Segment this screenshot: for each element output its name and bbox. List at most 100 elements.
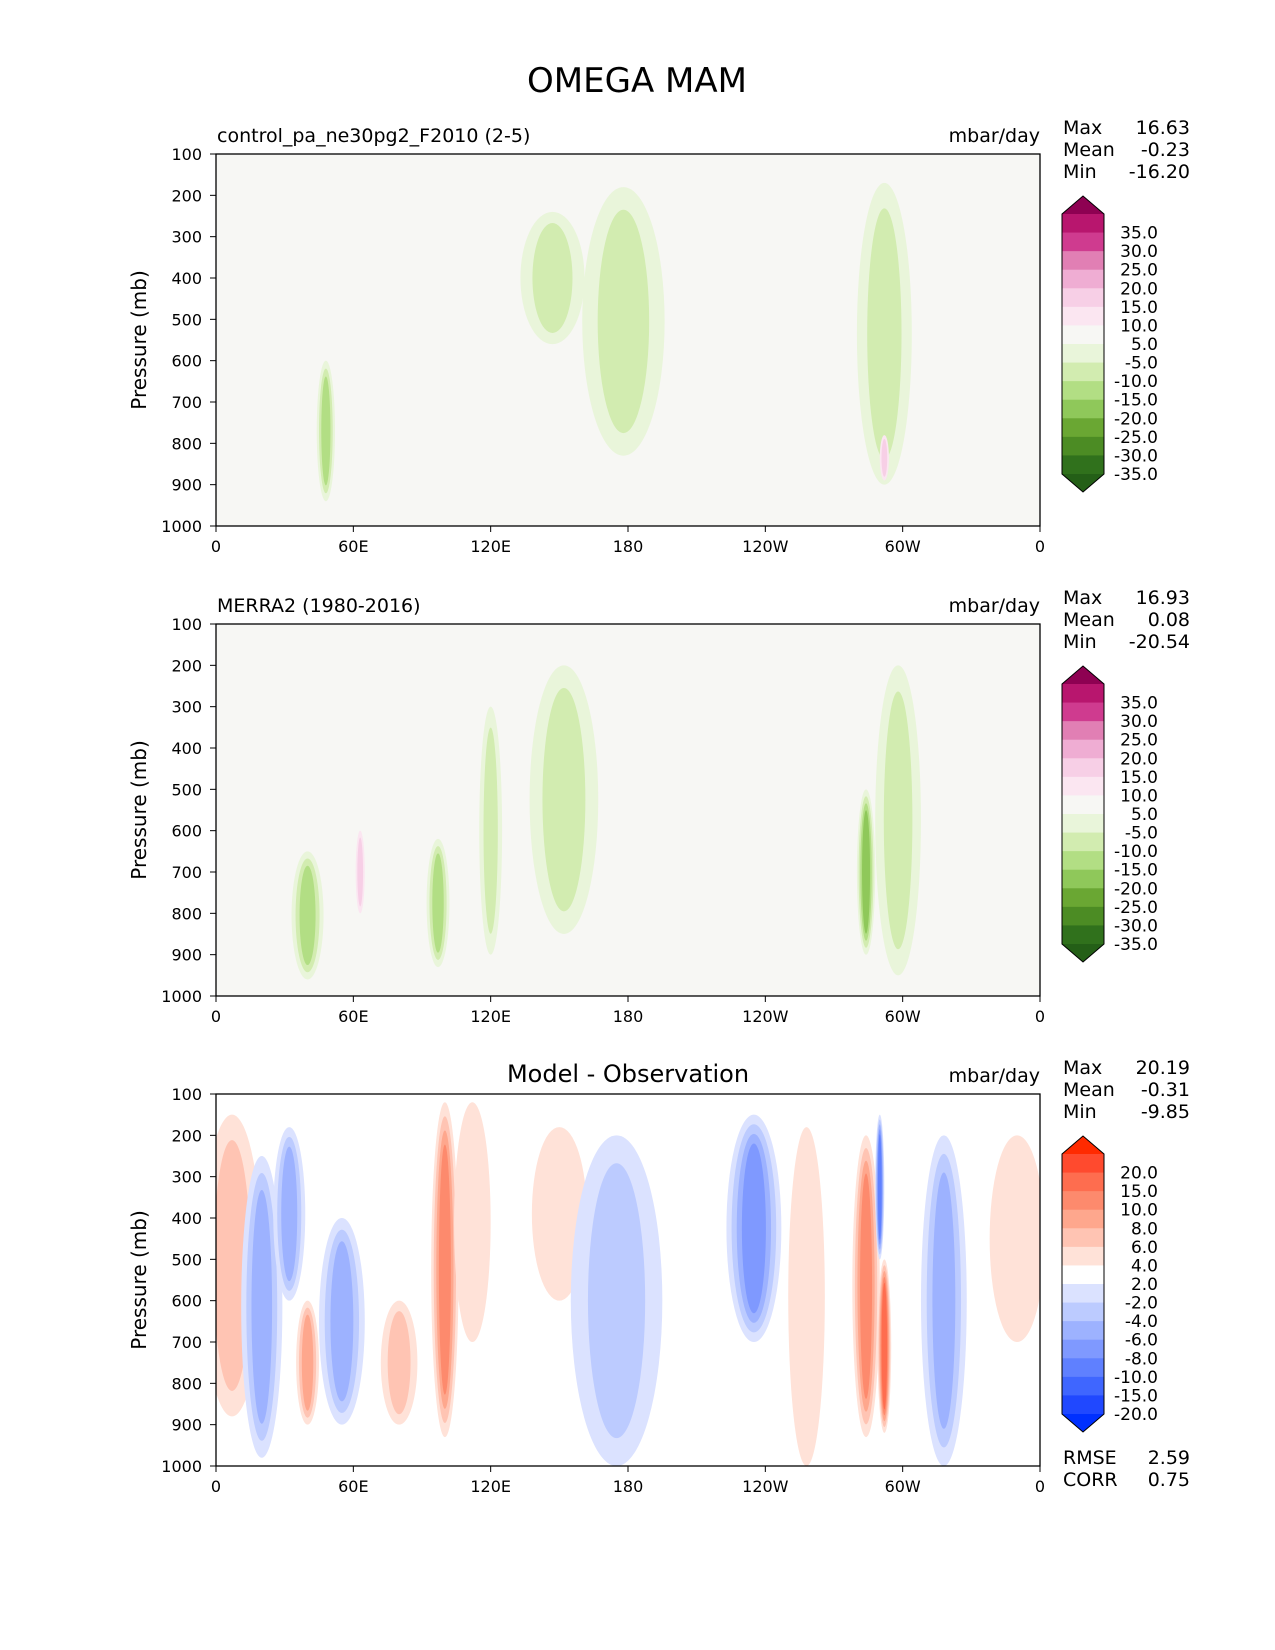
- y-axis-label: Pressure (mb): [127, 740, 151, 880]
- contour-feature: [932, 1172, 956, 1429]
- colorbar-label: 15.0: [1120, 768, 1158, 788]
- stat-label: Min: [1063, 1101, 1097, 1123]
- colorbar-segment: [1062, 869, 1104, 889]
- contour-feature: [597, 209, 650, 434]
- panel-title: Model - Observation: [507, 1060, 749, 1088]
- contour-feature: [432, 853, 444, 953]
- colorbar-segment: [1062, 1191, 1104, 1211]
- colorbar-segment: [1062, 288, 1104, 308]
- colorbar-label: 15.0: [1120, 298, 1158, 318]
- contour-field: [316, 182, 912, 502]
- y-tick-label: 600: [171, 1292, 202, 1311]
- colorbar-segment: [1062, 455, 1104, 475]
- contour-feature: [542, 688, 586, 912]
- x-tick-label: 120E: [470, 537, 511, 556]
- colorbar-label: 20.0: [1120, 1164, 1158, 1184]
- colorbar-label: 20.0: [1120, 279, 1158, 299]
- colorbar-label: 6.0: [1131, 1238, 1158, 1258]
- colorbar-segment: [1062, 702, 1104, 722]
- figure-title: OMEGA MAM: [527, 61, 747, 101]
- colorbar-segment: [1062, 758, 1104, 778]
- colorbar-segment: [1062, 1302, 1104, 1322]
- colorbar: 35.030.025.020.015.010.05.0-5.0-10.0-15.…: [1061, 665, 1158, 963]
- contour-feature: [330, 1241, 354, 1402]
- x-tick-label: 120W: [742, 1477, 789, 1496]
- colorbar-extend-max: [1062, 1136, 1104, 1154]
- stat-value: 2.59: [1148, 1447, 1190, 1469]
- contour-field: [216, 1102, 1040, 1466]
- y-tick-label: 200: [171, 656, 202, 675]
- colorbar-label: -20.0: [1114, 1405, 1158, 1425]
- x-tick-label: 0: [1035, 1477, 1045, 1496]
- y-tick-label: 1000: [161, 517, 202, 536]
- colorbar-outline: [1061, 665, 1105, 963]
- x-tick-label: 120E: [470, 1007, 511, 1026]
- x-tick-label: 0: [211, 1007, 221, 1026]
- y-tick-label: 600: [171, 352, 202, 371]
- contour-feature: [387, 1311, 411, 1415]
- x-tick-label: 0: [1035, 537, 1045, 556]
- colorbar-label: 25.0: [1120, 731, 1158, 751]
- units-label: mbar/day: [949, 1065, 1040, 1087]
- colorbar-label: 35.0: [1120, 224, 1158, 244]
- x-tick-label: 0: [211, 1477, 221, 1496]
- contour-feature: [989, 1135, 1040, 1342]
- colorbar-segment: [1062, 1209, 1104, 1229]
- colorbar-label: -15.0: [1114, 391, 1158, 411]
- colorbar-label: -20.0: [1114, 879, 1158, 899]
- y-axis-label: Pressure (mb): [127, 1210, 151, 1350]
- y-tick-label: 1000: [161, 1457, 202, 1476]
- colorbar-segment: [1062, 1395, 1104, 1415]
- y-tick-label: 200: [171, 1126, 202, 1145]
- colorbar-segment: [1062, 1154, 1104, 1174]
- x-tick-label: 60W: [885, 1007, 921, 1026]
- colorbar-extend-max: [1062, 666, 1104, 684]
- colorbar-segment: [1062, 381, 1104, 401]
- colorbar-segment: [1062, 251, 1104, 271]
- stat-value: -9.85: [1141, 1101, 1190, 1123]
- panel-2: 100 200 300 400 500 600 700 800 900 1000 0 60E 120E 1…: [127, 587, 1190, 1026]
- colorbar-segment: [1062, 888, 1104, 908]
- contour-feature: [483, 727, 498, 934]
- colorbar-segment: [1062, 851, 1104, 871]
- x-tick-label: 0: [211, 537, 221, 556]
- stat-value: 20.19: [1136, 1057, 1190, 1079]
- contour-field: [291, 665, 921, 980]
- colorbar-label: -15.0: [1114, 861, 1158, 881]
- panel-title: control_pa_ne30pg2_F2010 (2-5): [217, 125, 530, 147]
- colorbar-label: -25.0: [1114, 428, 1158, 448]
- colorbar-segment: [1062, 814, 1104, 834]
- colorbar-segment: [1062, 1339, 1104, 1359]
- colorbar-label: -5.0: [1125, 354, 1158, 374]
- colorbar-label: -5.0: [1125, 824, 1158, 844]
- stat-label: Min: [1063, 631, 1097, 653]
- colorbar-segment: [1062, 684, 1104, 704]
- colorbar-segment: [1062, 1358, 1104, 1378]
- x-tick-label: 0: [1035, 1007, 1045, 1026]
- colorbar-label: -10.0: [1114, 372, 1158, 392]
- contour-feature: [860, 1173, 873, 1399]
- contour-feature: [357, 837, 364, 907]
- y-tick-label: 900: [171, 1416, 202, 1435]
- colorbar-segment: [1062, 418, 1104, 438]
- y-tick-label: 900: [171, 476, 202, 495]
- y-tick-label: 700: [171, 1333, 202, 1352]
- x-tick-label: 60E: [338, 537, 368, 556]
- y-tick-label: 400: [171, 1209, 202, 1228]
- y-tick-label: 500: [171, 1250, 202, 1269]
- colorbar-label: -30.0: [1114, 446, 1158, 466]
- colorbar-label: 10.0: [1120, 1201, 1158, 1221]
- contour-feature: [741, 1143, 766, 1314]
- colorbar-segment: [1062, 1321, 1104, 1341]
- x-tick-label: 180: [613, 1007, 644, 1026]
- colorbar-segment: [1062, 1228, 1104, 1248]
- contour-feature: [532, 223, 573, 333]
- stat-label: Mean: [1063, 609, 1115, 631]
- contour-feature: [788, 1127, 825, 1466]
- colorbar-segment: [1062, 232, 1104, 252]
- colorbar-segment: [1062, 832, 1104, 852]
- y-tick-label: 200: [171, 186, 202, 205]
- colorbar-label: -35.0: [1114, 935, 1158, 955]
- contour-feature: [438, 1144, 451, 1395]
